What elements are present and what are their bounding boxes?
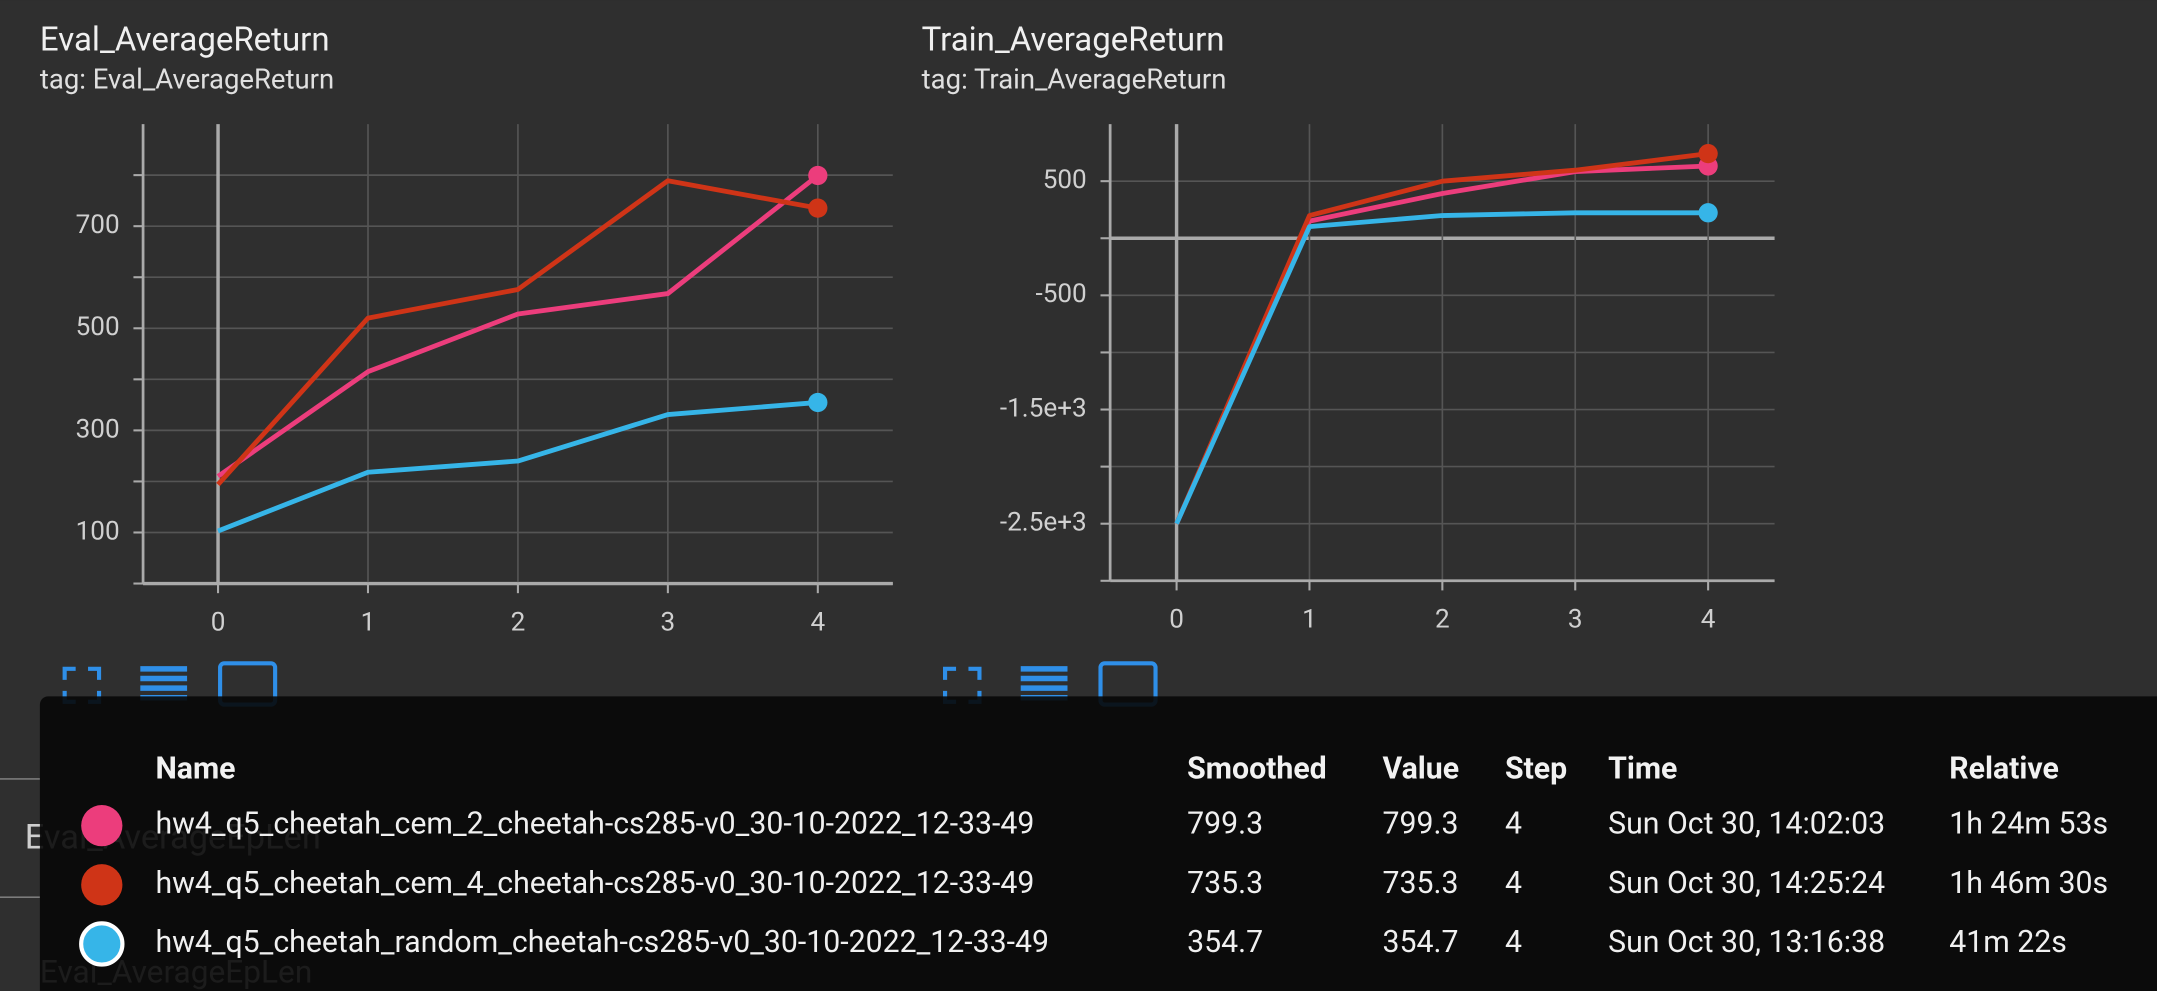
series-swatch bbox=[79, 921, 125, 967]
series-line bbox=[217, 400, 819, 534]
column-header: Name bbox=[155, 752, 235, 787]
x-tick-label: 0 bbox=[1169, 605, 1184, 635]
toolbar-left bbox=[62, 661, 278, 707]
series-end-dot bbox=[1698, 144, 1718, 164]
y-tick-label: -500 bbox=[1035, 279, 1086, 309]
chart: Eval_AverageReturn tag: Eval_AverageRetur… bbox=[40, 20, 893, 637]
series-line bbox=[1174, 210, 1709, 525]
series-line bbox=[1174, 151, 1709, 525]
x-tick-label: 0 bbox=[211, 607, 226, 637]
data-icon[interactable] bbox=[1020, 666, 1068, 701]
series-line bbox=[216, 178, 819, 487]
tooltip bbox=[39, 696, 2157, 991]
table-cell: hw4_q5_cheetah_cem_2_cheetah-cs285-v0_30… bbox=[155, 807, 1034, 842]
series-swatch bbox=[81, 805, 123, 847]
y-tick-label: 500 bbox=[1043, 165, 1087, 195]
y-tick-label: 700 bbox=[76, 210, 120, 240]
x-tick-label: 4 bbox=[810, 607, 825, 637]
column-header: Smoothed bbox=[1187, 752, 1327, 787]
x-tick-label: 1 bbox=[361, 607, 376, 637]
series-end-dot bbox=[808, 165, 828, 186]
y-tick-label: 100 bbox=[76, 516, 120, 546]
table-cell: 735.3 bbox=[1383, 866, 1459, 901]
chart: Train_AverageReturn tag: Train_AverageRet… bbox=[922, 20, 1775, 635]
y-tick-label: -2.5e+3 bbox=[1000, 508, 1087, 538]
table-cell: 4 bbox=[1505, 866, 1522, 901]
x-tick-label: 3 bbox=[661, 607, 676, 637]
x-tick-label: 2 bbox=[1435, 605, 1450, 635]
column-header: Relative bbox=[1949, 752, 2059, 787]
charts: Eval_AverageReturn tag: Eval_AverageRetur… bbox=[40, 20, 1775, 637]
y-tick-label: 300 bbox=[76, 414, 120, 444]
chart-title: Train_AverageReturn bbox=[922, 20, 1225, 59]
table-cell: 4 bbox=[1505, 807, 1522, 842]
table-cell: Sun Oct 30, 13:16:38 bbox=[1608, 925, 1885, 960]
chart-title: Eval_AverageReturn bbox=[40, 20, 330, 59]
table-cell: hw4_q5_cheetah_random_cheetah-cs285-v0_3… bbox=[155, 925, 1049, 960]
table-cell: Sun Oct 30, 14:02:03 bbox=[1608, 807, 1885, 842]
table-cell: 354.7 bbox=[1383, 925, 1459, 960]
x-tick-label: 4 bbox=[1701, 605, 1716, 635]
x-tick-label: 1 bbox=[1302, 605, 1317, 635]
table-cell: 41m 22s bbox=[1949, 925, 2067, 960]
tooltip-table: Name Smoothed Value Step Time Relative hw4_q5_… bbox=[79, 752, 2108, 967]
chart-subtitle: tag: Eval_AverageReturn bbox=[40, 63, 334, 96]
fullscreen-icon[interactable] bbox=[62, 666, 102, 704]
chart-subtitle: tag: Train_AverageReturn bbox=[922, 63, 1227, 96]
table-cell: Sun Oct 30, 14:25:24 bbox=[1608, 866, 1885, 901]
table-cell: 4 bbox=[1505, 925, 1522, 960]
series-end-dot bbox=[1698, 203, 1718, 223]
series-line bbox=[216, 173, 820, 479]
table-cell: 799.3 bbox=[1187, 807, 1263, 842]
toolbar bbox=[62, 661, 1158, 707]
series-swatch bbox=[81, 864, 123, 906]
table-cell: 354.7 bbox=[1187, 925, 1263, 960]
table-cell: 1h 24m 53s bbox=[1949, 807, 2108, 842]
series-end-dot bbox=[808, 392, 828, 413]
x-tick-label: 2 bbox=[511, 607, 526, 637]
fullscreen-icon[interactable] bbox=[942, 666, 982, 704]
series-end-dot bbox=[808, 198, 828, 218]
table-cell: hw4_q5_cheetah_cem_4_cheetah-cs285-v0_30… bbox=[155, 866, 1034, 901]
y-tick-label: -1.5e+3 bbox=[1000, 393, 1087, 423]
y-tick-label: 500 bbox=[76, 312, 120, 342]
table-cell: 1h 46m 30s bbox=[1949, 866, 2108, 901]
table-cell: 735.3 bbox=[1187, 866, 1263, 901]
table-cell: 799.3 bbox=[1383, 807, 1459, 842]
column-header: Value bbox=[1383, 752, 1460, 787]
data-icon[interactable] bbox=[140, 666, 188, 701]
x-tick-label: 3 bbox=[1568, 605, 1583, 635]
column-header: Time bbox=[1608, 752, 1677, 787]
column-header: Step bbox=[1505, 752, 1567, 787]
